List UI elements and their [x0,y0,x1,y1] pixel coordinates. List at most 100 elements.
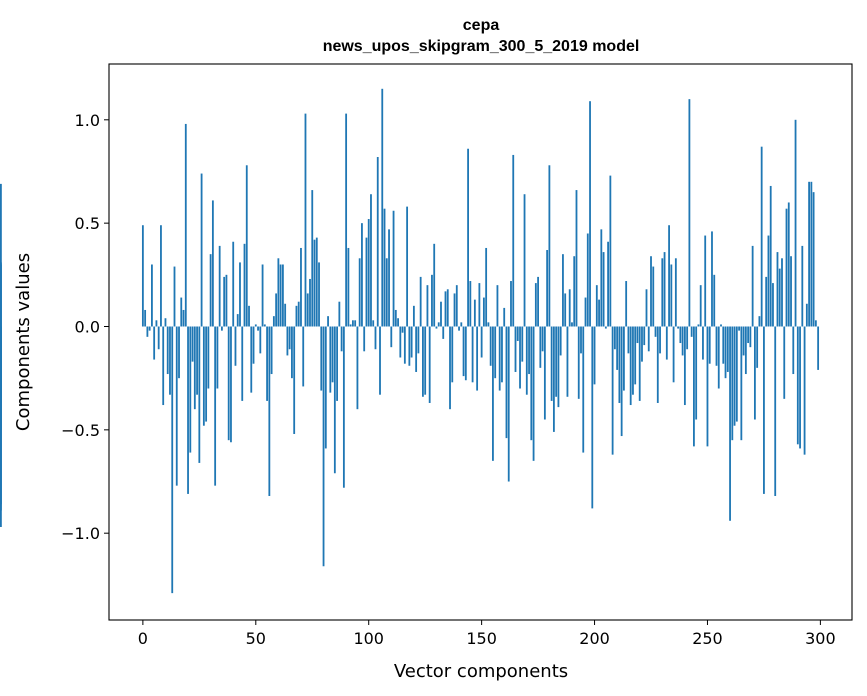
bar [688,99,691,327]
bar [632,326,634,395]
bar [695,326,698,420]
bar [338,301,341,327]
bar [476,326,479,391]
bar [598,299,600,327]
bar [706,326,709,447]
bar [758,316,761,327]
bar [785,208,788,327]
bar [428,326,431,403]
y-tick-label: 1.0 [75,111,100,130]
bar [519,326,521,389]
bar [426,285,429,327]
bar [227,326,230,441]
bar [781,258,783,327]
bar [702,326,704,360]
bar [548,165,551,327]
bar [740,326,743,441]
bar [534,283,537,327]
bar [306,293,309,327]
bar [794,119,797,327]
bar [433,243,436,327]
bar [760,146,763,327]
bar [205,326,208,422]
bar [399,326,402,358]
bar [501,326,503,383]
bar [153,326,156,360]
bar [207,326,210,389]
bar [697,324,700,327]
bar [512,154,515,327]
bar [808,181,810,327]
bar [715,326,718,366]
bar [708,326,711,364]
bar [469,281,472,327]
y-tick-label: −0.5 [61,421,100,440]
bar [812,192,815,327]
bar [462,326,465,377]
bar [634,326,637,385]
bar [297,301,300,327]
bar [464,326,467,381]
bar [683,326,686,406]
bar [300,247,302,327]
bar [252,326,255,364]
bar [202,326,205,426]
x-tick-label: 300 [805,629,836,648]
bar [580,326,582,354]
bar [546,250,549,327]
bar [744,326,747,375]
bar [281,264,284,327]
bar [417,326,420,354]
bar [248,305,250,327]
bar [245,165,248,327]
bar [196,326,198,395]
bar [616,326,619,370]
bar [419,276,422,327]
bar [724,326,727,379]
bar [814,320,817,327]
bar [609,175,612,327]
bar [485,247,488,327]
bar [783,326,786,399]
bar [799,326,801,449]
bar [200,173,203,327]
bar [451,326,454,383]
bar [711,231,713,327]
bar [713,274,716,327]
bar [492,326,494,461]
bar [437,322,440,327]
bar [286,326,289,356]
bar [410,326,413,358]
bar [537,276,539,327]
bar [765,276,768,327]
bar [171,326,174,594]
bar [753,326,756,420]
bar [342,326,345,488]
bar [412,305,415,327]
bar [507,326,510,482]
bar [571,322,573,327]
bar [467,148,469,327]
bar [449,326,451,410]
bar [586,233,589,327]
bar [532,326,535,461]
bar [562,254,564,327]
bar [523,194,526,327]
bar [340,326,343,352]
bar [735,326,738,422]
bar [440,301,442,327]
plot-frame [108,63,853,621]
bar [365,237,368,327]
bar [370,194,372,327]
y-tick-label: 0.0 [75,317,100,336]
bar [458,326,460,331]
bar [225,274,228,327]
x-axis: 0 50 100 150 200 250 300 [138,620,836,648]
bar [182,309,185,327]
bar [198,326,201,463]
bar [774,326,777,496]
bar [681,326,684,356]
bar [690,326,693,337]
bar [155,320,158,327]
